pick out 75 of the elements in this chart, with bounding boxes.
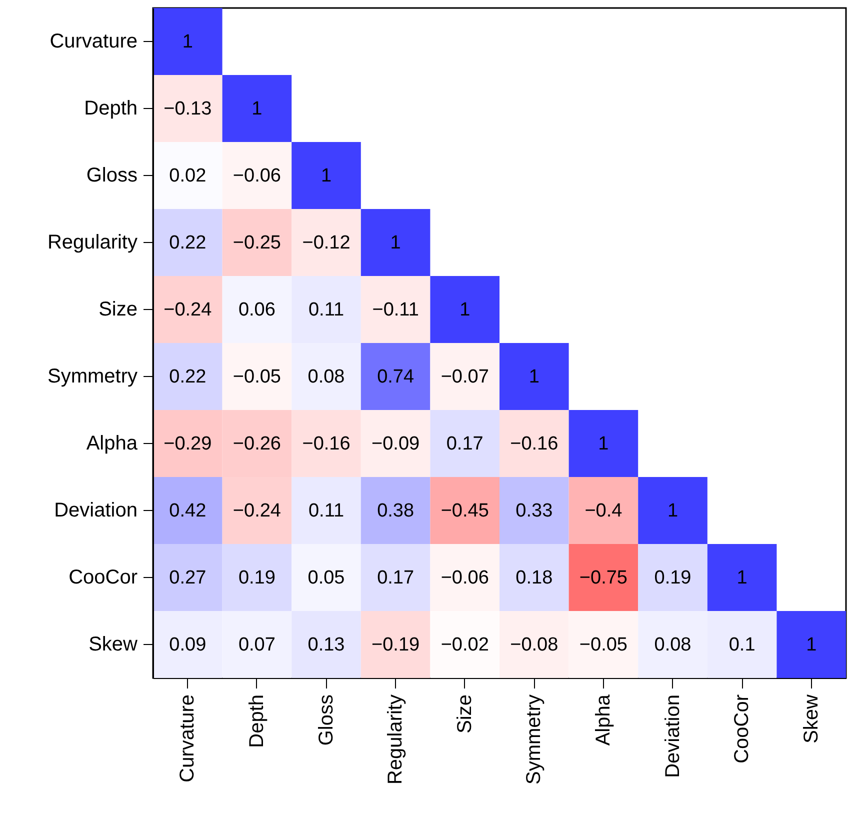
data-label: 0.11 [308, 500, 344, 522]
data-label: 0.11 [308, 300, 344, 320]
data-label: 1 [528, 366, 540, 388]
x-tick-label: Deviation [662, 694, 684, 778]
data-label: −0.12 [302, 232, 350, 254]
data-label: 0.42 [169, 500, 206, 522]
y-tick-label: Regularity [47, 232, 138, 254]
data-label: 0.17 [446, 434, 484, 454]
data-label: 1 [320, 166, 332, 186]
data-label: −0.16 [510, 434, 558, 454]
data-label: −0.13 [164, 98, 212, 120]
y-tick-label: Depth [84, 98, 138, 120]
x-tick-label: Depth [246, 694, 268, 748]
data-label: 1 [460, 300, 470, 320]
data-label: 0.74 [377, 366, 414, 388]
data-label: 0.06 [238, 300, 276, 320]
x-tick-label: Skew [800, 694, 822, 744]
y-tick-label: Alpha [86, 432, 138, 454]
data-label: −0.24 [232, 500, 282, 522]
y-tick-label: Deviation [54, 500, 138, 522]
data-label: 1 [806, 634, 817, 656]
data-label: 0.09 [169, 634, 206, 656]
data-label: −0.02 [440, 634, 489, 656]
data-label: −0.06 [440, 568, 489, 588]
data-label: 0.07 [238, 634, 276, 656]
data-label: −0.06 [232, 166, 281, 186]
data-label: −0.29 [164, 434, 212, 454]
data-label: −0.4 [584, 500, 623, 522]
data-label: 0.38 [377, 500, 414, 522]
data-label: 0.08 [308, 366, 345, 388]
data-label: −0.11 [372, 300, 419, 320]
data-label: −0.75 [579, 568, 628, 588]
data-label: −0.26 [232, 434, 281, 454]
data-label: 1 [598, 434, 609, 454]
data-label: −0.08 [510, 634, 558, 656]
data-label: 0.22 [169, 366, 206, 388]
data-label: 0.05 [308, 568, 345, 588]
x-tick-label: Alpha [592, 694, 614, 746]
data-label: −0.16 [302, 434, 350, 454]
data-label: −0.09 [372, 434, 420, 454]
x-tick-label: Size [454, 694, 476, 734]
data-label: −0.07 [440, 366, 489, 388]
y-tick-label: Gloss [86, 164, 138, 186]
data-label: −0.24 [164, 300, 212, 320]
data-label: −0.05 [579, 634, 628, 656]
data-label: 0.22 [169, 232, 206, 254]
data-label: −0.45 [440, 500, 489, 522]
data-label: 0.18 [516, 568, 553, 588]
data-label: 0.17 [377, 568, 414, 588]
y-tick-label: Symmetry [48, 366, 138, 388]
data-label: 0.19 [654, 568, 692, 588]
y-tick-label: Curvature [50, 30, 138, 52]
data-label: 1 [390, 232, 401, 254]
data-label: 1 [252, 98, 262, 120]
data-label: 0.02 [169, 166, 206, 186]
data-label: 0.13 [308, 634, 345, 656]
data-label: 1 [182, 32, 193, 52]
data-label: 0.08 [654, 634, 692, 656]
x-tick-label: CooCor [731, 694, 754, 764]
y-tick-label: CooCor [68, 566, 138, 588]
data-label: 0.19 [238, 568, 276, 588]
x-tick-label: Curvature [176, 694, 199, 782]
data-label: 1 [667, 500, 678, 522]
y-tick-label: Skew [88, 634, 138, 656]
data-label: 0.27 [169, 568, 206, 588]
data-label: 0.33 [516, 500, 553, 522]
data-label: 1 [736, 568, 748, 588]
x-tick-label: Symmetry [523, 694, 546, 784]
y-tick-label: Size [98, 298, 138, 320]
x-tick-label: Regularity [384, 694, 407, 785]
data-label: −0.25 [232, 232, 281, 254]
data-label: 0.1 [728, 634, 756, 656]
data-label: −0.05 [232, 366, 281, 388]
x-tick-label: Gloss [315, 694, 338, 746]
data-label: −0.19 [372, 634, 420, 656]
